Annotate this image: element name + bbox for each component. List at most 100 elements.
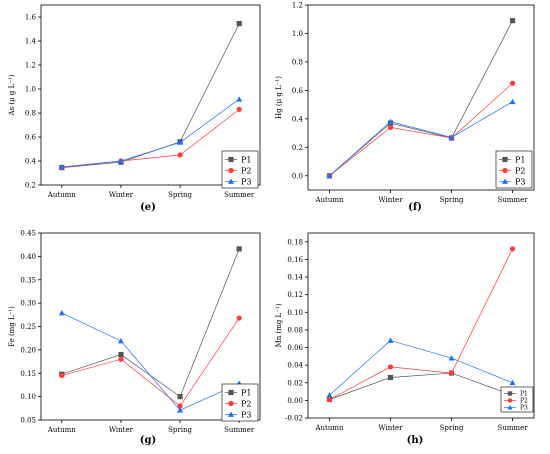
series-line-P1: [329, 372, 513, 400]
y-tick-label: 0.16: [287, 256, 303, 264]
data-point-P2: [236, 315, 242, 321]
legend-marker-P1: [502, 156, 508, 163]
plot-frame: [40, 4, 261, 186]
plot-frame: [307, 4, 535, 191]
data-point-P1: [509, 18, 516, 24]
panel-label: (f): [408, 202, 422, 213]
data-point-P3: [509, 379, 516, 386]
x-tick-label: Autumn: [314, 196, 344, 204]
data-point-P2: [59, 372, 65, 379]
data-point-P3: [236, 96, 243, 102]
legend-label-P2: P2: [520, 398, 528, 405]
y-tick-label: 0.8: [25, 110, 36, 118]
x-tick-label: Winter: [109, 426, 134, 434]
y-tick-label: 0.06: [287, 344, 303, 352]
y-axis-label: Mn (mg L⁻¹): [275, 303, 283, 347]
legend-label-P1: P1: [515, 156, 525, 165]
series-line-P1: [61, 23, 240, 168]
y-tick-label: 0.40: [20, 253, 36, 261]
series-line-P1: [61, 248, 240, 398]
x-tick-label: Summer: [497, 424, 528, 432]
x-tick-label: Spring: [168, 426, 192, 434]
x-tick-label: Spring: [440, 424, 464, 432]
legend-box: [221, 383, 259, 422]
y-tick-label: 0.4: [25, 158, 37, 166]
y-tick-label: 0.2: [292, 144, 303, 152]
y-tick-label: 1.2: [25, 62, 36, 70]
y-tick-label: 0.30: [20, 300, 36, 308]
legend-marker-P1: [507, 391, 513, 396]
y-tick-label: 0.10: [20, 393, 36, 401]
data-point-P3: [177, 139, 184, 145]
y-tick-label: 0.12: [287, 291, 303, 299]
y-tick-label: 0.18: [287, 238, 303, 246]
data-point-P3: [117, 158, 124, 164]
y-tick-label: 0.00: [287, 397, 303, 405]
data-point-P3: [326, 172, 333, 179]
y-tick-label: -0.02: [285, 415, 303, 423]
y-tick-label: 1.4: [25, 38, 37, 46]
legend-marker-P2: [502, 167, 508, 174]
legend-marker-P3: [228, 178, 234, 184]
data-point-P2: [236, 106, 242, 112]
y-tick-label: 0.6: [25, 134, 37, 142]
y-tick-label: 0.04: [287, 362, 303, 370]
legend-label-P2: P2: [515, 167, 525, 176]
x-tick-label: Autumn: [47, 426, 77, 434]
data-point-P1: [236, 246, 242, 252]
legend-box: [495, 150, 533, 189]
data-point-P3: [509, 98, 516, 105]
legend-marker-P3: [228, 411, 234, 417]
data-point-P2: [118, 356, 124, 362]
data-point-P3: [58, 164, 65, 170]
data-point-P2: [326, 396, 333, 403]
series-line-P2: [329, 83, 513, 177]
y-tick-label: 0.05: [20, 417, 36, 425]
y-tick-label: 0.35: [20, 276, 36, 284]
series-line-P2: [61, 317, 240, 407]
legend-label-P3: P3: [515, 178, 525, 187]
y-tick-label: 0.6: [292, 87, 304, 95]
legend-box: [500, 386, 534, 413]
data-point-P1: [177, 394, 183, 400]
legend-marker-P1: [228, 156, 234, 163]
y-axis-label: As (μ g L⁻¹): [8, 74, 16, 116]
data-point-P3: [448, 355, 455, 361]
y-tick-label: 0.2: [25, 182, 36, 190]
y-tick-label: 0.15: [20, 370, 36, 378]
panel-label: (e): [140, 202, 156, 213]
data-point-P2: [387, 364, 394, 370]
legend-label-P1: P1: [241, 156, 251, 165]
x-tick-label: Spring: [168, 191, 192, 199]
x-tick-label: Winter: [109, 191, 134, 199]
plot-frame: [307, 232, 535, 419]
data-point-P3: [387, 337, 394, 343]
legend-label-P3: P3: [241, 178, 251, 187]
legend-marker-P1: [228, 389, 234, 396]
y-tick-label: 0.08: [287, 326, 303, 334]
data-point-P2: [387, 124, 394, 130]
y-tick-label: 0.0: [292, 172, 303, 180]
legend: P1 P2 P3: [495, 150, 533, 189]
data-point-P3: [326, 392, 333, 398]
series-line-P3: [61, 312, 240, 411]
y-tick-label: 0.4: [292, 115, 304, 123]
y-tick-label: 0.14: [287, 274, 303, 282]
data-point-P2: [509, 246, 516, 252]
legend: P1 P2 P3: [221, 383, 259, 422]
x-tick-label: Summer: [497, 196, 528, 204]
y-tick-label: 0.02: [287, 379, 303, 387]
chart-panel-f: 0.0 0.2 0.4 0.6 0.8 1.0 1.2 Autumn Winter Spring S…: [275, 2, 535, 213]
y-axis-label: Hg (μ g L⁻¹): [275, 76, 283, 119]
data-point-P3: [448, 134, 455, 140]
legend-label-P2: P2: [241, 400, 251, 409]
legend-marker-P3: [507, 404, 513, 410]
legend-label-P3: P3: [520, 405, 528, 412]
series-line-P3: [329, 101, 513, 177]
series-line-P2: [61, 109, 240, 168]
panel-label: (g): [140, 435, 156, 446]
x-tick-label: Summer: [224, 191, 255, 199]
y-tick-label: 1.0: [25, 86, 36, 94]
legend-label-P2: P2: [241, 167, 251, 176]
legend-marker-P2: [507, 398, 513, 403]
